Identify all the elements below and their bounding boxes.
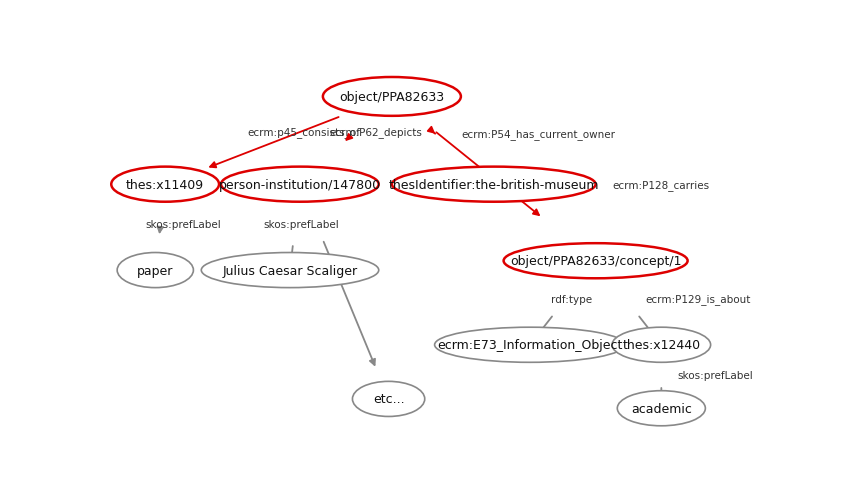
Text: skos:prefLabel: skos:prefLabel <box>146 220 221 229</box>
Text: paper: paper <box>137 264 174 277</box>
Ellipse shape <box>434 328 625 363</box>
Text: ecrm:p45_consists_of: ecrm:p45_consists_of <box>248 127 360 138</box>
Ellipse shape <box>323 78 461 117</box>
Ellipse shape <box>612 328 711 363</box>
Text: rdf:type: rdf:type <box>551 294 592 304</box>
Text: ecrm:P54_has_current_owner: ecrm:P54_has_current_owner <box>461 129 615 140</box>
Text: ecrm:E73_Information_Object: ecrm:E73_Information_Object <box>438 338 622 351</box>
Text: Julius Caesar Scaliger: Julius Caesar Scaliger <box>222 264 358 277</box>
Text: ecrm:P129_is_about: ecrm:P129_is_about <box>644 294 750 304</box>
Text: ecrm:P128_carries: ecrm:P128_carries <box>612 180 709 190</box>
Ellipse shape <box>201 253 379 288</box>
Text: thesIdentifier:the-british-museum: thesIdentifier:the-british-museum <box>388 178 599 191</box>
Ellipse shape <box>117 253 193 288</box>
Text: academic: academic <box>631 402 692 415</box>
Text: thes:x12440: thes:x12440 <box>622 338 700 351</box>
Ellipse shape <box>392 167 595 202</box>
Text: etc...: etc... <box>373 393 404 406</box>
Text: skos:prefLabel: skos:prefLabel <box>678 371 754 380</box>
Text: skos:prefLabel: skos:prefLabel <box>264 220 339 229</box>
Text: object/PPA82633: object/PPA82633 <box>339 91 444 104</box>
Ellipse shape <box>617 391 706 426</box>
Ellipse shape <box>504 243 688 279</box>
Text: person-institution/147800: person-institution/147800 <box>219 178 381 191</box>
Ellipse shape <box>221 167 379 202</box>
Text: ecrm:P62_depicts: ecrm:P62_depicts <box>329 127 422 138</box>
Ellipse shape <box>353 381 425 417</box>
Text: object/PPA82633/concept/1: object/PPA82633/concept/1 <box>510 255 681 268</box>
Text: thes:x11409: thes:x11409 <box>126 178 204 191</box>
Ellipse shape <box>111 167 219 202</box>
